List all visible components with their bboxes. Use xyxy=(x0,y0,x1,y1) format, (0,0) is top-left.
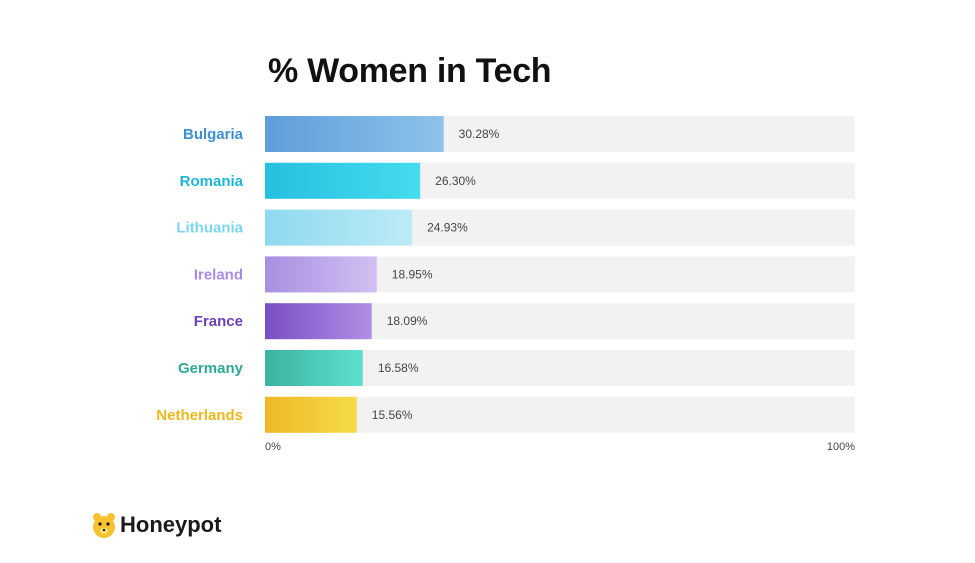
category-label-germany: Germany xyxy=(178,360,244,377)
chart-title: % Women in Tech xyxy=(268,52,552,90)
x-tick-label-max: 100% xyxy=(827,441,855,453)
bar-france xyxy=(265,303,372,340)
category-label-bulgaria: Bulgaria xyxy=(183,126,244,143)
value-label-ireland: 18.95% xyxy=(392,267,433,281)
category-label-france: France xyxy=(194,313,243,330)
category-label-netherlands: Netherlands xyxy=(156,407,243,424)
bar-track-netherlands xyxy=(265,396,855,433)
category-label-ireland: Ireland xyxy=(194,266,243,283)
value-label-bulgaria: 30.28% xyxy=(459,127,500,141)
category-label-lithuania: Lithuania xyxy=(176,220,243,237)
bar-netherlands xyxy=(265,396,357,433)
honeypot-logo: Honeypot xyxy=(92,511,221,539)
brand-name: Honeypot xyxy=(120,512,222,537)
bar-ireland xyxy=(265,256,377,293)
bar-track-germany xyxy=(265,350,855,386)
honeypot-bear-icon xyxy=(93,513,115,538)
category-label-romania: Romania xyxy=(180,173,244,190)
bar-bulgaria xyxy=(265,116,444,152)
value-label-france: 18.09% xyxy=(387,314,428,328)
value-label-lithuania: 24.93% xyxy=(427,221,468,235)
bar-germany xyxy=(265,350,363,386)
bar-lithuania xyxy=(265,209,413,246)
bar-romania xyxy=(265,162,421,199)
value-label-romania: 26.30% xyxy=(435,174,476,188)
value-label-netherlands: 15.56% xyxy=(372,408,413,422)
x-tick-label-min: 0% xyxy=(265,441,281,453)
value-label-germany: 16.58% xyxy=(378,361,419,375)
